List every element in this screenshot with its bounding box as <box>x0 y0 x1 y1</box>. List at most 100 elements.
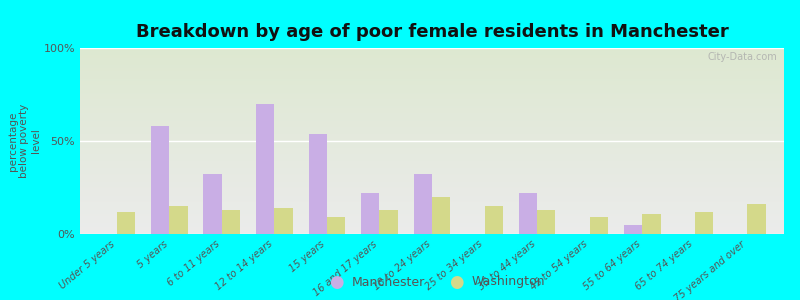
Bar <box>80 168 784 169</box>
Bar <box>80 172 784 173</box>
Bar <box>80 75 784 76</box>
Bar <box>80 188 784 189</box>
Bar <box>80 175 784 176</box>
Bar <box>80 205 784 206</box>
Bar <box>80 165 784 166</box>
Bar <box>80 126 784 127</box>
Bar <box>747 204 766 234</box>
Bar <box>80 213 784 214</box>
Bar <box>80 54 784 55</box>
Bar <box>80 123 784 124</box>
Bar <box>80 220 784 221</box>
Bar <box>361 193 379 234</box>
Bar <box>80 221 784 222</box>
Bar <box>80 108 784 110</box>
Bar <box>80 207 784 208</box>
Bar <box>256 104 274 234</box>
Bar <box>80 138 784 139</box>
Bar <box>80 192 784 193</box>
Bar <box>80 183 784 184</box>
Bar <box>80 97 784 98</box>
Bar <box>80 194 784 195</box>
Bar <box>80 185 784 186</box>
Bar <box>80 173 784 175</box>
Bar <box>80 233 784 234</box>
Bar <box>80 58 784 59</box>
Bar <box>80 66 784 67</box>
Bar <box>80 218 784 219</box>
Bar <box>80 103 784 104</box>
Bar <box>80 115 784 116</box>
Text: ●: ● <box>449 273 463 291</box>
Bar <box>80 160 784 161</box>
Bar <box>80 118 784 119</box>
Bar <box>80 82 784 83</box>
Bar <box>80 178 784 179</box>
Bar <box>80 60 784 61</box>
Bar <box>80 229 784 230</box>
Bar <box>80 160 784 161</box>
Bar <box>80 155 784 156</box>
Bar <box>80 140 784 141</box>
Bar <box>80 80 784 82</box>
Bar <box>80 86 784 87</box>
Bar <box>80 217 784 218</box>
Bar <box>80 203 784 204</box>
Bar <box>80 141 784 142</box>
Bar <box>80 92 784 93</box>
Bar <box>80 59 784 60</box>
Bar <box>80 73 784 74</box>
Bar <box>80 143 784 144</box>
Bar <box>80 69 784 70</box>
Bar <box>80 104 784 105</box>
Bar <box>642 214 661 234</box>
Bar <box>80 228 784 229</box>
Bar <box>80 224 784 225</box>
Bar <box>80 190 784 191</box>
Bar <box>80 169 784 170</box>
Bar <box>80 119 784 120</box>
Bar <box>80 149 784 150</box>
Bar <box>80 68 784 69</box>
Bar <box>80 61 784 62</box>
Bar <box>379 210 398 234</box>
Bar <box>80 225 784 226</box>
Bar <box>80 128 784 129</box>
Bar <box>80 133 784 134</box>
Bar <box>80 159 784 160</box>
Bar <box>80 64 784 65</box>
Bar <box>80 139 784 140</box>
Bar <box>80 106 784 107</box>
Bar <box>80 117 784 118</box>
Bar <box>80 167 784 168</box>
Bar <box>80 89 784 90</box>
Bar <box>80 230 784 231</box>
Bar <box>80 72 784 73</box>
Bar <box>80 186 784 187</box>
Bar <box>80 96 784 97</box>
Bar <box>80 214 784 215</box>
Bar <box>80 158 784 159</box>
Bar <box>80 93 784 94</box>
Bar <box>80 79 784 80</box>
Bar <box>80 231 784 232</box>
Bar <box>80 62 784 63</box>
Bar <box>80 227 784 228</box>
Bar <box>80 208 784 209</box>
Bar <box>80 212 784 213</box>
Bar <box>80 156 784 157</box>
Bar <box>80 56 784 57</box>
Bar <box>80 189 784 190</box>
Bar <box>80 98 784 99</box>
Bar <box>694 212 713 234</box>
Bar <box>80 65 784 66</box>
Bar <box>80 94 784 95</box>
Text: Manchester: Manchester <box>352 275 426 289</box>
Bar <box>80 130 784 131</box>
Bar <box>80 120 784 121</box>
Bar <box>80 198 784 199</box>
Bar <box>80 232 784 233</box>
Bar <box>80 211 784 212</box>
Bar <box>80 177 784 178</box>
Bar <box>624 225 642 234</box>
